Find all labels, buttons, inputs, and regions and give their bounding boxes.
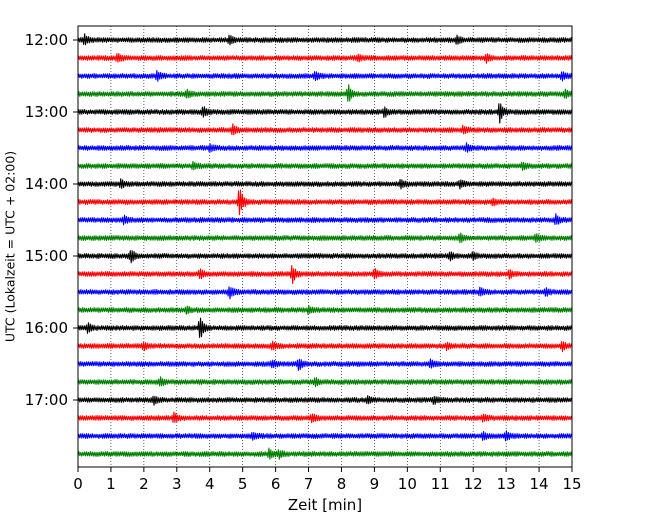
x-tick-label: 1 — [106, 475, 116, 493]
y-tick-label: 15:00 — [25, 247, 68, 265]
y-axis-ticks: 12:00 13:00 14:00 15:00 16:00 17:00 — [25, 31, 78, 409]
trace-1345 — [77, 160, 573, 171]
trace-1415 — [77, 189, 573, 216]
x-tick-label: 14 — [530, 475, 549, 493]
x-tick-label: 10 — [398, 475, 417, 493]
x-tick-label: 8 — [337, 475, 347, 493]
x-tick-label: 13 — [497, 475, 516, 493]
trace-1730 — [77, 430, 573, 442]
x-tick-label: 11 — [431, 475, 450, 493]
y-tick-label: 16:00 — [25, 319, 68, 337]
x-tick-label: 4 — [205, 475, 215, 493]
trace-1245 — [77, 84, 573, 102]
trace-1500 — [77, 250, 573, 264]
trace-1715 — [77, 411, 573, 424]
x-tick-label: 7 — [304, 475, 314, 493]
x-tick-label: 2 — [139, 475, 149, 493]
trace-1430 — [77, 213, 573, 226]
x-tick-label: 9 — [370, 475, 380, 493]
plot-frame — [77, 25, 573, 468]
y-tick-label: 12:00 — [25, 31, 68, 49]
x-tick-label: 3 — [172, 475, 182, 493]
trace-1215 — [77, 53, 573, 64]
trace-1400 — [77, 178, 573, 190]
trace-1645 — [77, 376, 573, 388]
x-tick-label: 12 — [464, 475, 483, 493]
trace-1330 — [77, 142, 573, 153]
x-axis-label: Zeit [min] — [288, 496, 362, 514]
x-tick-label: 15 — [562, 475, 581, 493]
x-axis-ticks: 0 1 2 3 4 5 6 7 8 9 10 11 12 13 14 15 — [73, 467, 582, 493]
x-tick-label: 0 — [73, 475, 83, 493]
x-tick-label: 6 — [271, 475, 281, 493]
trace-1315 — [77, 123, 573, 136]
y-axis-label: UTC (Lokalzeit = UTC + 02:00) — [3, 151, 18, 342]
trace-1545 — [77, 304, 573, 315]
trace-1445 — [77, 232, 573, 244]
trace-1515 — [77, 265, 573, 285]
trace-1700 — [77, 395, 573, 406]
trace-1600 — [77, 317, 573, 339]
trace-1745 — [77, 447, 573, 460]
y-tick-label: 17:00 — [25, 391, 68, 409]
x-tick-label: 5 — [238, 475, 248, 493]
y-tick-label: 13:00 — [25, 103, 68, 121]
trace-1300 — [77, 103, 573, 124]
trace-1630 — [77, 358, 573, 371]
trace-1200 — [77, 33, 573, 46]
trace-1230 — [77, 69, 573, 82]
y-tick-label: 14:00 — [25, 175, 68, 193]
seismogram-traces — [77, 33, 573, 460]
trace-1615 — [77, 340, 573, 353]
trace-1530 — [77, 286, 573, 300]
